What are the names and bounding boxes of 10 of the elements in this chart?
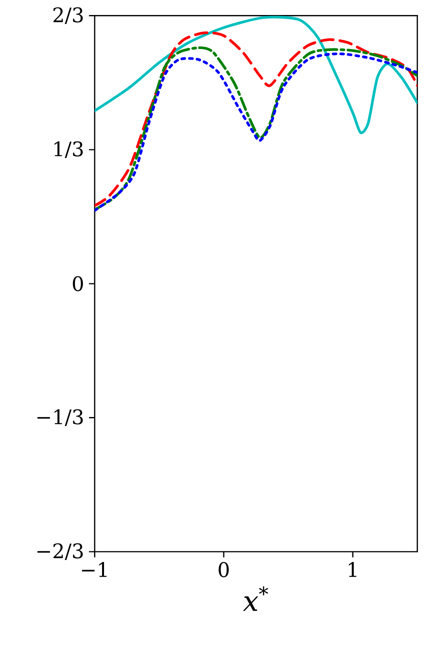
y-tick-label: 2/3 xyxy=(53,7,83,24)
x-tick-label: 0 xyxy=(218,562,229,578)
y-tick-label: 1/3 xyxy=(54,141,83,158)
y-tick-label: −1/3 xyxy=(37,409,83,426)
line-series xyxy=(94,16,418,134)
x-axis-title: x$^{*}$ xyxy=(242,586,268,611)
x-tick-label: −1 xyxy=(82,562,107,577)
x-tick-label: 1 xyxy=(348,562,356,577)
y-tick-label: −2/3 xyxy=(37,543,83,560)
y-tick-label: 0 xyxy=(72,276,83,292)
